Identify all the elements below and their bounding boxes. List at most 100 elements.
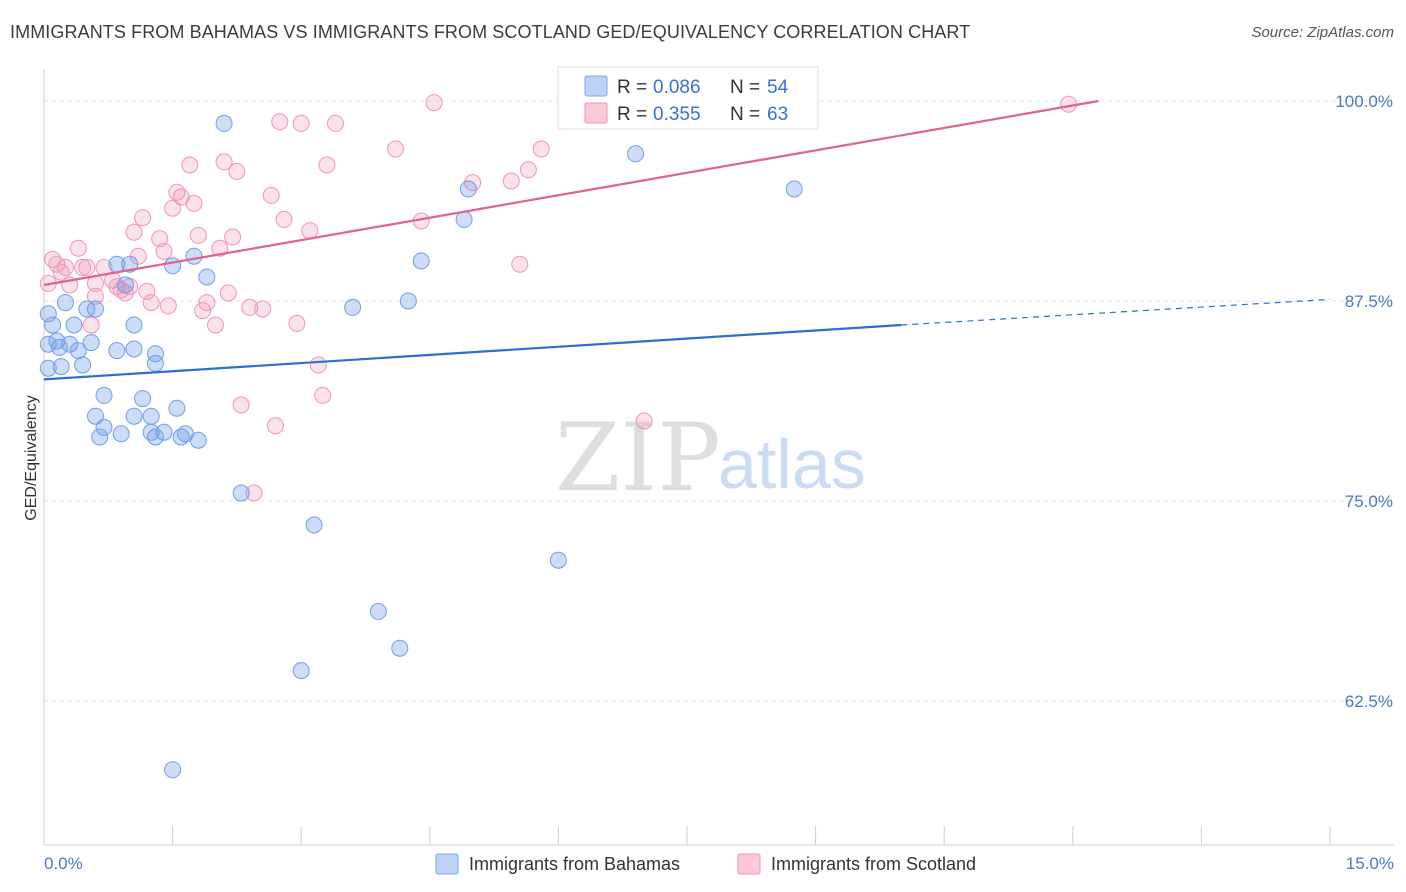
point-scotland	[292, 114, 310, 132]
point-scotland	[635, 412, 653, 430]
point-scotland	[211, 239, 229, 257]
point-scotland	[232, 396, 250, 414]
point-bahamas	[125, 316, 143, 334]
y-tick-label: 100.0%	[1335, 92, 1393, 111]
point-bahamas	[142, 407, 160, 425]
point-scotland	[309, 356, 327, 374]
point-bahamas	[108, 342, 126, 360]
point-bahamas	[198, 268, 216, 286]
point-bahamas	[86, 300, 104, 318]
point-scotland	[125, 223, 143, 241]
bottom-legend-swatch-bahamas	[435, 853, 459, 875]
point-scotland	[241, 298, 259, 316]
point-bahamas	[164, 761, 182, 779]
point-scotland	[519, 161, 537, 179]
watermark-zip: ZIP	[555, 404, 721, 513]
point-bahamas	[39, 305, 57, 323]
point-scotland	[511, 255, 529, 273]
point-bahamas	[146, 428, 164, 446]
point-scotland	[254, 300, 272, 318]
y-axis-label: GED/Equivalency	[23, 395, 40, 520]
point-scotland	[69, 239, 87, 257]
point-bahamas	[369, 602, 387, 620]
point-scotland	[78, 258, 96, 276]
point-scotland	[155, 242, 173, 260]
point-scotland	[387, 140, 405, 158]
point-bahamas	[61, 335, 79, 353]
point-bahamas	[52, 358, 70, 376]
point-bahamas	[391, 639, 409, 657]
legend-n-label-1: N =	[730, 77, 760, 98]
point-scotland	[181, 156, 199, 174]
point-scotland	[185, 194, 203, 212]
legend-r-value-1: 0.086	[653, 77, 701, 98]
point-bahamas	[116, 276, 134, 294]
point-scotland	[425, 94, 443, 112]
point-bahamas	[125, 407, 143, 425]
point-scotland	[48, 255, 66, 273]
point-bahamas	[168, 399, 186, 417]
y-tick-label: 75.0%	[1345, 492, 1393, 511]
point-bahamas	[91, 428, 109, 446]
point-scotland	[288, 314, 306, 332]
point-scotland	[245, 484, 263, 502]
point-scotland	[56, 258, 74, 276]
point-bahamas	[305, 516, 323, 534]
point-bahamas	[86, 407, 104, 425]
stats-legend: R = 0.086 N = 54 R = 0.355 N = 63	[557, 66, 819, 130]
point-scotland	[266, 417, 284, 435]
point-bahamas	[50, 338, 68, 356]
point-scotland	[262, 186, 280, 204]
point-scotland	[189, 226, 207, 244]
point-scotland	[224, 228, 242, 246]
point-bahamas	[125, 340, 143, 358]
legend-n-value-2: 63	[767, 104, 788, 125]
x-tick-label-max: 15.0%	[1346, 854, 1394, 873]
source-credit: Source: ZipAtlas.com	[1251, 24, 1394, 41]
point-bahamas	[39, 359, 57, 377]
point-bahamas	[164, 257, 182, 275]
point-bahamas	[627, 145, 645, 163]
point-bahamas	[65, 316, 83, 334]
point-scotland	[82, 316, 100, 334]
legend-n-label-2: N =	[730, 104, 760, 125]
point-scotland	[271, 113, 289, 131]
point-bahamas	[44, 316, 62, 334]
trendline-bahamas	[43, 323, 902, 381]
bottom-legend-label-bahamas: Immigrants from Bahamas	[469, 854, 680, 874]
point-scotland	[326, 114, 344, 132]
legend-r-label-2: R =	[617, 104, 647, 125]
point-bahamas	[215, 114, 233, 132]
point-scotland	[159, 297, 177, 315]
point-scotland	[219, 284, 237, 302]
point-bahamas	[412, 252, 430, 270]
point-scotland	[164, 199, 182, 217]
bottom-legend-label-scotland: Immigrants from Scotland	[771, 854, 976, 874]
point-bahamas	[785, 180, 803, 198]
point-scotland	[318, 156, 336, 174]
point-bahamas	[455, 210, 473, 228]
point-bahamas	[185, 247, 203, 265]
trendline-bahamas-extension	[901, 298, 1331, 326]
point-bahamas	[95, 386, 113, 404]
point-bahamas	[549, 551, 567, 569]
point-bahamas	[399, 292, 417, 310]
point-bahamas	[134, 390, 152, 408]
point-bahamas	[232, 484, 250, 502]
legend-r-label-1: R =	[617, 77, 647, 98]
point-bahamas	[82, 334, 100, 352]
point-scotland	[215, 153, 233, 171]
x-tick-label-min: 0.0%	[44, 854, 83, 873]
legend-n-value-1: 54	[767, 77, 789, 98]
point-bahamas	[95, 418, 113, 436]
point-scotland	[502, 172, 520, 190]
point-bahamas	[146, 345, 164, 363]
point-scotland	[142, 294, 160, 312]
point-scotland	[275, 210, 293, 228]
legend-r-value-2: 0.355	[653, 104, 701, 125]
point-bahamas	[112, 425, 130, 443]
point-scotland	[532, 140, 550, 158]
point-bahamas	[74, 356, 92, 374]
point-scotland	[228, 162, 246, 180]
